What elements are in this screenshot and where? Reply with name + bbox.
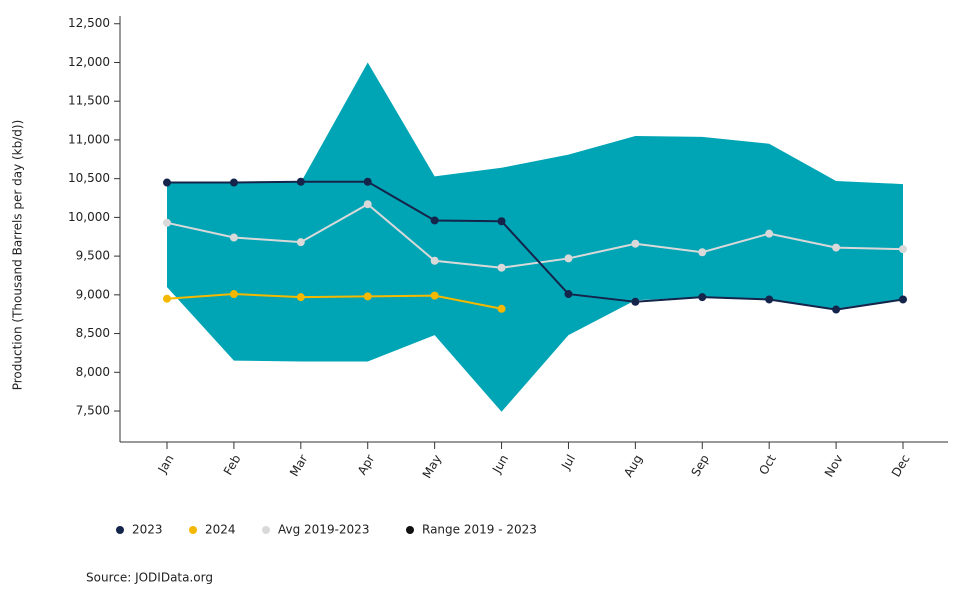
x-tick-label: Apr	[355, 452, 378, 477]
x-tick-label: Oct	[756, 452, 779, 477]
series-line	[166, 293, 502, 310]
series-point	[163, 218, 171, 227]
legend-label: 2024	[205, 523, 236, 537]
series-point	[229, 233, 238, 242]
y-tick-label: 8,000	[76, 365, 110, 379]
series-point	[765, 229, 774, 238]
y-tick-label: 8,500	[76, 326, 110, 340]
x-tick-label: May	[420, 452, 445, 480]
series-point	[363, 292, 372, 301]
legend-label: Avg 2019-2023	[278, 523, 369, 537]
series-point	[564, 254, 573, 263]
x-tick-label: Jan	[155, 452, 177, 476]
x-tick-label: Dec	[889, 452, 913, 479]
legend-label: 2023	[132, 523, 163, 537]
x-tick-label: Nov	[822, 452, 846, 479]
series-point	[296, 293, 305, 302]
series-point	[899, 295, 907, 304]
y-tick-label: 7,500	[76, 404, 110, 418]
series-point	[296, 177, 305, 186]
series-point	[832, 305, 841, 314]
y-tick-label: 11,000	[68, 132, 110, 146]
series-line	[167, 180, 904, 311]
y-tick-label: 9,000	[76, 287, 110, 301]
series-point	[363, 200, 372, 209]
range-area	[167, 62, 903, 412]
x-tick-label: Aug	[621, 452, 645, 479]
y-tick-label: 10,500	[68, 171, 110, 185]
series-point	[497, 217, 506, 226]
x-tick-label: Feb	[221, 452, 244, 477]
series-point	[765, 295, 774, 304]
y-tick-label: 12,000	[68, 55, 110, 69]
series-point	[497, 263, 506, 272]
series-point	[296, 238, 305, 247]
legend-marker	[262, 526, 270, 534]
series-point	[564, 290, 573, 299]
y-tick-label: 10,000	[68, 210, 110, 224]
series-point	[229, 178, 238, 187]
legend-label: Range 2019 - 2023	[422, 523, 537, 537]
series-point	[698, 248, 707, 257]
series-line	[166, 203, 904, 269]
x-tick-label: Mar	[287, 452, 310, 479]
y-axis-label: Production (Thousand Barrels per day (kb…	[11, 120, 25, 391]
series-point	[899, 245, 907, 254]
legend-marker	[406, 526, 414, 534]
series-point	[631, 297, 640, 306]
source: Source: JODIData.org	[86, 571, 213, 585]
series-point	[631, 239, 640, 248]
series-point	[430, 291, 439, 300]
series-point	[163, 294, 171, 303]
y-tick-label: 12,500	[68, 16, 110, 30]
series-point	[698, 293, 707, 302]
y-tick-label: 9,500	[76, 249, 110, 263]
series-point	[832, 243, 841, 252]
x-tick-label: Jun	[489, 452, 511, 476]
x-tick-label: Jul	[558, 452, 578, 472]
legend-marker	[116, 526, 124, 534]
series-point	[430, 256, 439, 265]
legend-marker	[189, 526, 197, 534]
series-point	[430, 216, 439, 225]
series-point	[229, 290, 238, 299]
y-tick-label: 11,500	[68, 94, 110, 108]
series-point	[497, 304, 506, 313]
series-point	[163, 178, 171, 187]
x-tick-label: Sep	[688, 452, 711, 479]
series-point	[363, 177, 372, 186]
